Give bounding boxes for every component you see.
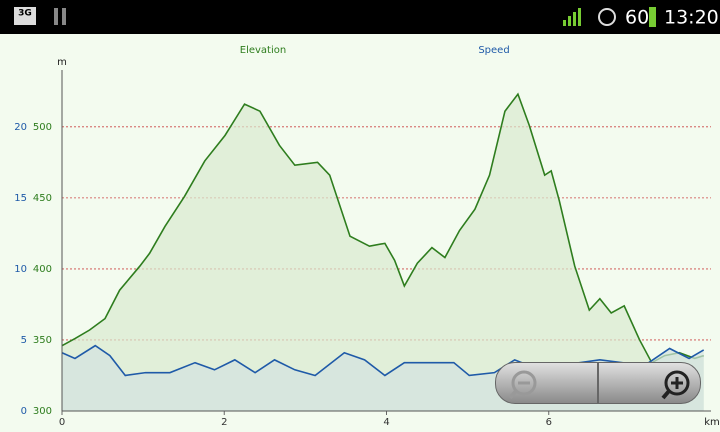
network-label: 3G [18, 9, 32, 19]
y-axis-unit: m [57, 57, 67, 68]
y-tick-label: 300 [33, 406, 52, 417]
y-tick-label: 350 [33, 335, 52, 346]
signal-bar [563, 20, 566, 26]
line [61, 92, 704, 364]
battery-icon [649, 7, 656, 27]
area [62, 94, 704, 411]
y2-tick-label: 0 [21, 406, 27, 417]
y2-tick-label: 5 [21, 335, 27, 346]
y-tick-label: 400 [33, 264, 52, 275]
network-icon [14, 7, 36, 25]
alarm-icon [598, 8, 616, 26]
y2-tick-label: 15 [14, 193, 27, 204]
battery-level: 60 [625, 7, 649, 29]
pause-icon [54, 8, 58, 25]
zoom-out-button[interactable] [495, 362, 598, 404]
y2-tick-label: 10 [14, 264, 27, 275]
legend-entry: Elevation [240, 45, 286, 56]
status-icons: 3G 60 13:20 [14, 7, 719, 29]
x-tick-label: 0 [59, 417, 65, 428]
zoom-in-button[interactable] [598, 362, 701, 404]
y-tick-label: 500 [33, 122, 52, 133]
x-tick-label: 2 [221, 417, 227, 428]
zoom-out-icon [508, 370, 537, 400]
status-bar: 3G 60 13:20 [0, 0, 720, 34]
clock: 13:20 [664, 7, 719, 29]
zoom-in-icon [661, 370, 690, 400]
signal-bar [568, 16, 571, 26]
signal-bar [573, 12, 576, 26]
y2-tick-label: 20 [14, 122, 27, 133]
legend-entry: Speed [478, 45, 509, 56]
y-tick-label: 450 [33, 193, 52, 204]
pause-icon [62, 8, 66, 25]
signal-bar [578, 8, 581, 26]
x-axis-unit: km [704, 417, 720, 428]
x-tick-label: 4 [383, 417, 389, 428]
x-tick-label: 6 [546, 417, 552, 428]
